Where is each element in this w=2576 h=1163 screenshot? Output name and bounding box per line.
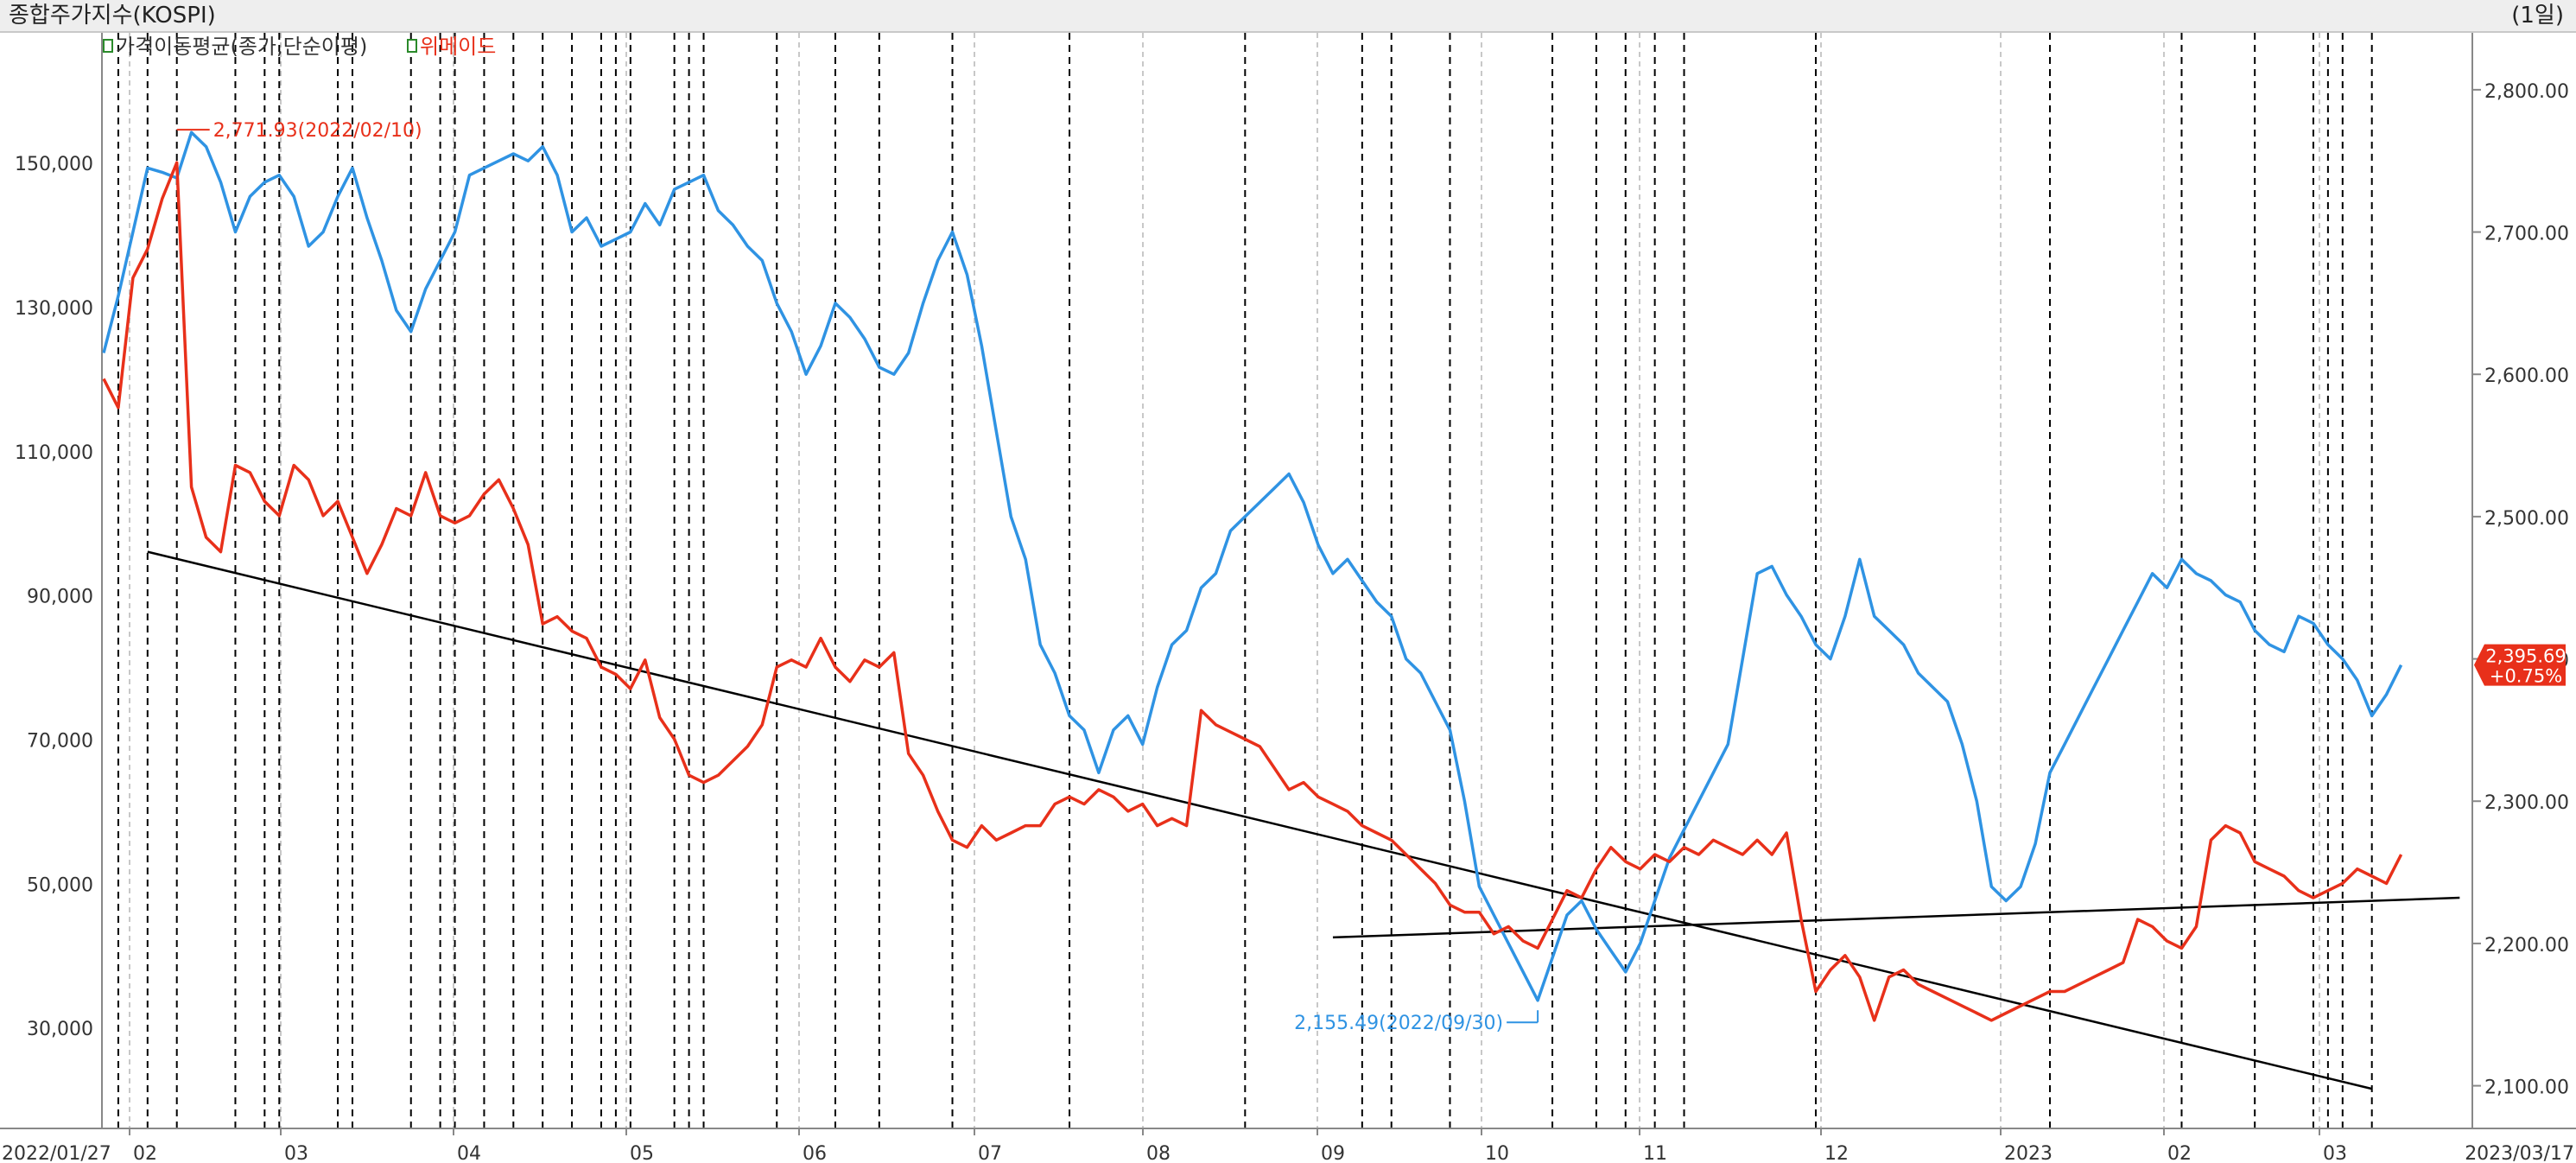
x-axis-tick-label: 07 [978,1143,1002,1163]
legend-stock-name: 위메이드 [420,35,496,59]
last-value-text: 2,395.69 [2485,646,2566,667]
x-end-date-label: 2023/03/17 [2465,1143,2574,1163]
grid [129,33,2320,1128]
x-axis-tick-label: 03 [284,1143,308,1163]
left-axis-tick-label: 130,000 [15,298,93,320]
right-axis-tick-label: 2,200.00 [2484,935,2569,956]
left-axis-tick-label: 90,000 [27,587,93,608]
x-axis-tick-label: 10 [1485,1143,1509,1163]
x-axis-tick-label: 11 [1643,1143,1667,1163]
trend-line [1332,896,2460,939]
left-axis-tick-label: 110,000 [15,442,93,464]
period-label: (1일) [2511,3,2564,29]
left-axis-tick-label: 70,000 [27,731,93,753]
right-axis-tick-label: 2,700.00 [2484,224,2569,245]
x-axis-tick-label: 04 [457,1143,481,1163]
title-bar: 종합주가지수(KOSPI) (1일) [0,0,2576,33]
last-change-text: +0.75% [2490,666,2562,687]
right-axis-tick-label: 2,500.00 [2484,508,2569,530]
event-markers [117,33,2373,1128]
stock-series-line [102,161,2403,1022]
legend-moving-average: 가격이동평균(종가,단순이평) [116,35,367,59]
right-axis-tick-label: 2,100.00 [2484,1077,2569,1099]
trend-line [147,550,2372,1090]
high-annotation-label: 2,771.93(2022/02/10) [213,120,422,142]
last-value-badge [2474,644,2566,686]
low-annotation-label: 2,155.49(2022/09/30) [1294,1013,1503,1034]
right-axis-tick-label: 2,300.00 [2484,792,2569,814]
x-axis-tick-label: 06 [803,1143,827,1163]
legend: 가격이동평균(종가,단순이평) 위메이드 [103,35,496,59]
annotations: 2,771.93(2022/02/10) 2,155.49(2022/09/30)… [176,120,2566,1034]
legend-marker-icon [103,39,113,53]
x-axis-tick-label: 12 [1824,1143,1849,1163]
axes: 30,000 50,000 70,000 90,000 110,000 130,000 15… [0,33,2576,1163]
right-axis-tick-label: 2,600.00 [2484,365,2569,387]
kospi-series-line [102,130,2403,1002]
left-axis-tick-label: 150,000 [15,154,93,175]
series [102,130,2403,1022]
x-axis-tick-label: 08 [1146,1143,1171,1163]
right-axis-tick-label: 2,800.00 [2484,81,2569,103]
x-start-date-label: 2022/01/27 [2,1143,111,1163]
x-axis-tick-label: 02 [133,1143,157,1163]
x-axis-tick-label: 05 [630,1143,654,1163]
left-axis-tick-label: 30,000 [27,1019,93,1040]
x-axis-tick-label: 02 [2167,1143,2192,1163]
x-axis-tick-label: 2023 [2004,1143,2053,1163]
chart: 30,000 50,000 70,000 90,000 110,000 130,000 15… [0,33,2576,1163]
chart-title: 종합주가지수(KOSPI) [9,3,216,29]
left-axis-tick-label: 50,000 [27,874,93,896]
trend-lines [147,550,2460,1090]
x-axis-tick-label: 03 [2323,1143,2347,1163]
legend-marker-icon [407,39,417,53]
x-axis-tick-label: 09 [1321,1143,1345,1163]
